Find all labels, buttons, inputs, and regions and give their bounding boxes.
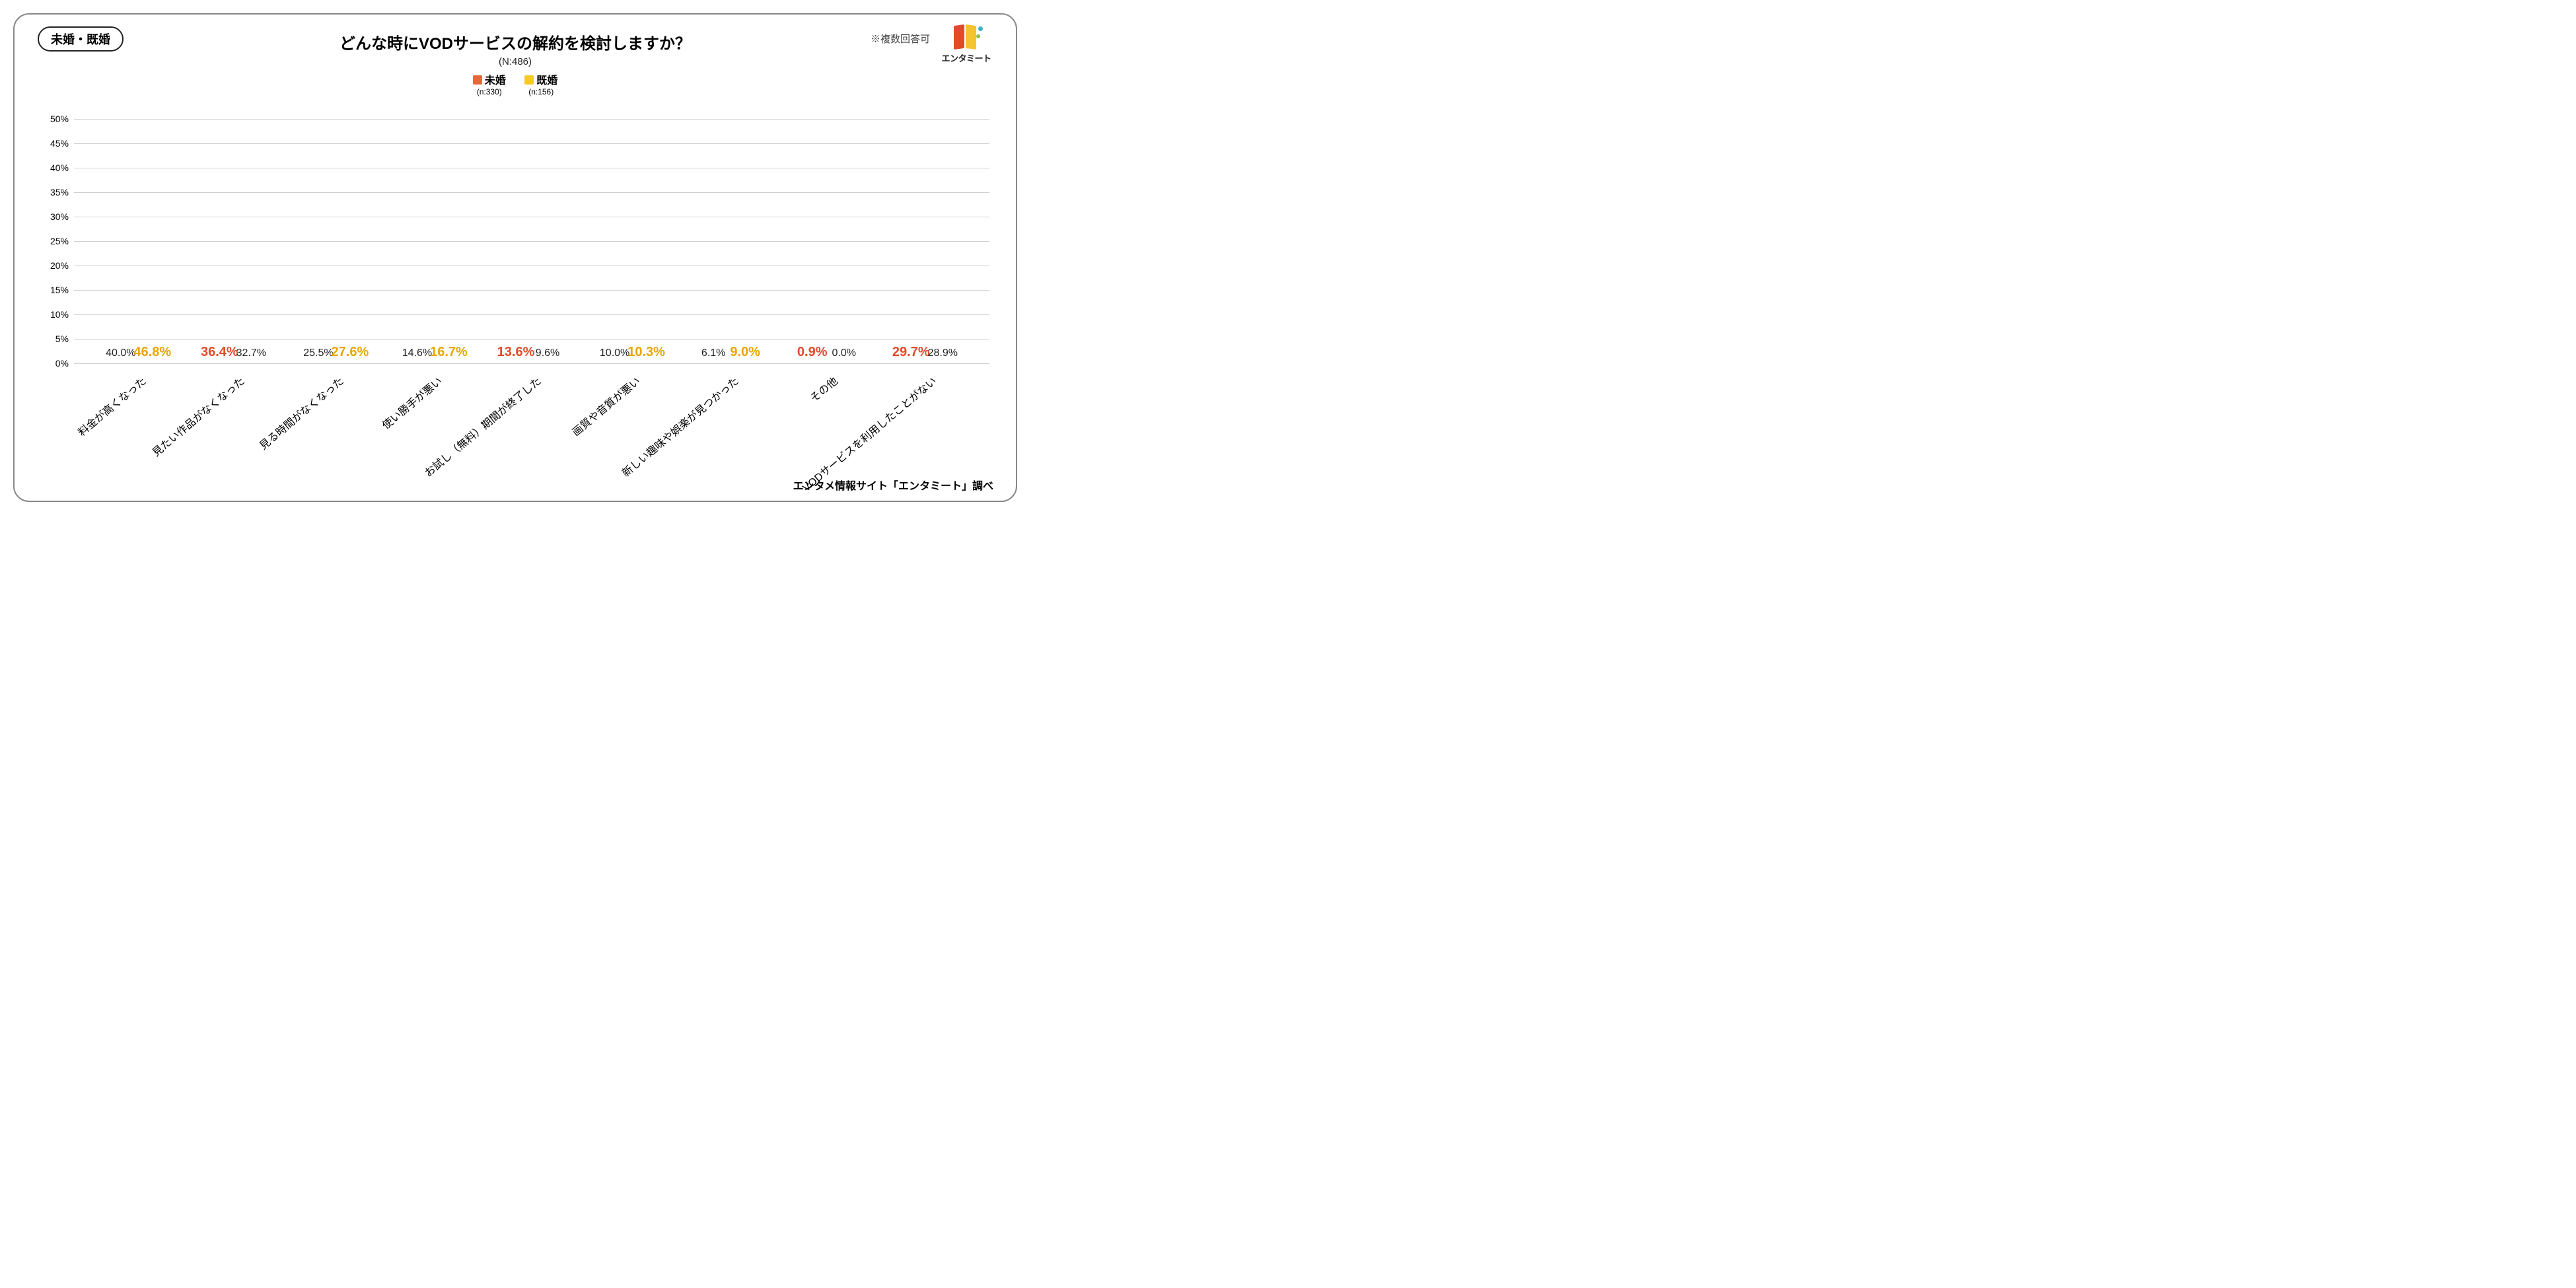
y-tick-label: 35% (41, 187, 69, 197)
bar-value-label: 32.7% (236, 347, 266, 359)
bar-value-label: 16.7% (430, 345, 468, 360)
source-footer: エンタメ情報サイト「エンタミート」調べ (34, 477, 996, 493)
gridline (74, 143, 989, 144)
legend-label-1: 未婚 (485, 75, 506, 87)
bar-value-label: 36.4% (201, 345, 238, 360)
bar-value-label: 0.0% (832, 347, 855, 359)
x-axis: 料金が高くなった見たい作品がなくなった見る時間がなくなった使い勝手が悪いお試し（… (74, 369, 989, 474)
bar-value-label: 10.0% (600, 347, 629, 359)
legend: 未婚 (n:330) 既婚 (n:156) (34, 71, 996, 98)
bar-value-label: 9.6% (536, 347, 559, 359)
y-tick-label: 25% (41, 236, 69, 246)
legend-label-2: 既婚 (536, 75, 557, 87)
y-tick-label: 30% (41, 211, 69, 222)
x-tick-label: 見たい作品がなくなった (186, 369, 285, 474)
gridline (74, 339, 989, 340)
gridline (74, 119, 989, 120)
y-tick-label: 10% (41, 309, 69, 320)
legend-swatch-2 (524, 75, 534, 85)
chart-title: どんな時にVODサービスの解約を検討しますか？ (34, 30, 996, 54)
legend-item-2: 既婚 (n:156) (524, 71, 557, 96)
chart-area: 40.0%46.8% 36.4%32.7% 25.5%27.6% 14.6%16.7%… (74, 106, 989, 363)
bar-value-label: 27.6% (332, 345, 369, 360)
bar-value-label: 6.1% (701, 347, 725, 359)
logo-text: エンタミート (937, 52, 996, 64)
gridline (74, 241, 989, 242)
logo: エンタミート (937, 24, 996, 64)
bar-value-label: 25.5% (303, 347, 333, 359)
bar-value-label: 13.6% (497, 345, 535, 360)
y-tick-label: 20% (41, 260, 69, 271)
chart-card: 未婚・既婚 どんな時にVODサービスの解約を検討しますか？ (N:486) ※複… (13, 13, 1017, 502)
y-tick-label: 40% (41, 162, 69, 173)
bar-value-label: 0.9% (797, 345, 828, 360)
x-tick-label: 新しい趣味や娯楽が見つかった (680, 369, 779, 474)
x-tick-label: 料金が高くなった (87, 369, 186, 474)
legend-n-2: (n:156) (524, 87, 557, 96)
x-tick-label: 見る時間がなくなった (285, 369, 384, 474)
bar-value-label: 40.0% (106, 347, 135, 359)
y-tick-label: 45% (41, 138, 69, 149)
y-tick-label: 0% (41, 358, 69, 369)
gridline (74, 290, 989, 291)
gridline (74, 314, 989, 315)
gridline (74, 363, 989, 364)
plot-area: 40.0%46.8% 36.4%32.7% 25.5%27.6% 14.6%16.7%… (74, 119, 989, 363)
bar-value-label: 14.6% (402, 347, 432, 359)
x-tick-label: お試し（無料）期間が終了した (482, 369, 581, 474)
y-tick-label: 50% (41, 114, 69, 124)
bar-value-label: 29.7% (892, 345, 930, 360)
segment-tag: 未婚・既婚 (38, 26, 124, 52)
y-tick-label: 5% (41, 334, 69, 344)
bar-value-label: 46.8% (133, 345, 171, 360)
bar-value-label: 9.0% (730, 345, 760, 360)
legend-item-1: 未婚 (n:330) (473, 71, 506, 96)
y-tick-label: 15% (41, 285, 69, 295)
note-multiple: ※複数回答可 (871, 32, 930, 46)
bar-value-label: 10.3% (627, 345, 665, 360)
logo-icon (950, 24, 983, 50)
sample-size: (N:486) (34, 56, 996, 67)
x-tick-label: VODサービスを利用したことがない (878, 369, 977, 474)
legend-swatch-1 (473, 75, 482, 85)
legend-n-1: (n:330) (473, 87, 506, 96)
bar-value-label: 28.9% (928, 347, 958, 359)
gridline (74, 192, 989, 193)
